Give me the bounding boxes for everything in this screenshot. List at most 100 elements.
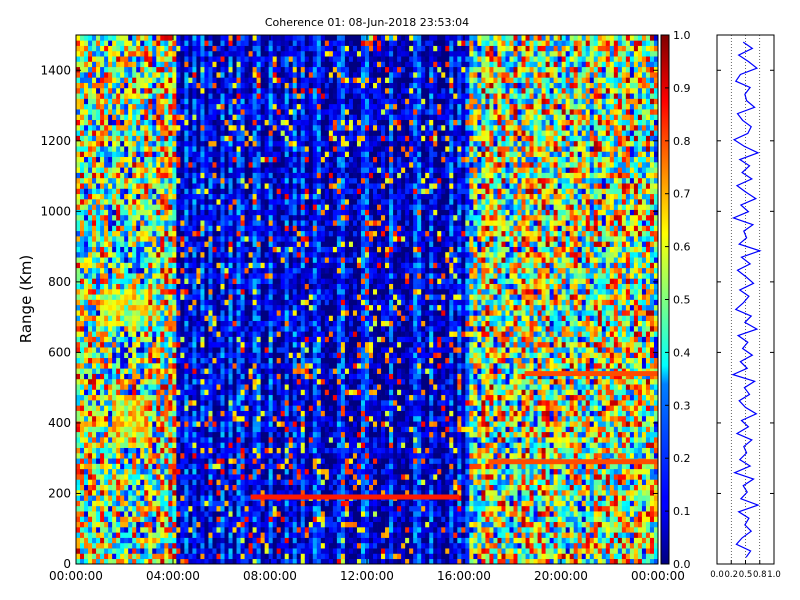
heatmap-cell [136, 236, 141, 242]
heatmap-cell [228, 415, 233, 422]
heatmap-cell [192, 468, 197, 475]
heatmap-cell [228, 130, 233, 136]
heatmap-cell [208, 177, 213, 184]
heatmap-cell [228, 278, 233, 284]
heatmap-cell [216, 241, 221, 247]
heatmap-cell [144, 82, 149, 89]
heatmap-cell [144, 378, 149, 385]
heatmap-cell [260, 299, 265, 306]
heatmap-cell [196, 463, 201, 470]
heatmap-cell [252, 410, 257, 417]
heatmap-cell [136, 288, 141, 295]
heatmap-cell [208, 315, 213, 322]
heatmap-cell [120, 241, 125, 247]
heatmap-cell [76, 262, 81, 269]
heatmap-cell [204, 526, 209, 533]
heatmap-cell [76, 537, 81, 544]
heatmap-cell [80, 214, 85, 221]
heatmap-cell [220, 50, 225, 57]
heatmap-cell [144, 389, 149, 396]
heatmap-cell [156, 394, 161, 401]
heatmap-cell [200, 40, 205, 46]
heatmap-cell [108, 389, 113, 396]
heatmap-cell [112, 516, 117, 523]
heatmap-cell [252, 161, 257, 168]
heatmap-cell [236, 230, 241, 237]
heatmap-cell [268, 124, 274, 131]
heatmap-cell [256, 140, 261, 147]
heatmap-cell [240, 511, 245, 517]
heatmap-cell [136, 378, 141, 385]
heatmap-cell [96, 526, 101, 533]
heatmap-cell [204, 315, 209, 322]
heatmap-cell [256, 500, 261, 507]
heatmap-cell [236, 426, 241, 433]
heatmap-cell [96, 315, 101, 322]
heatmap-cell [216, 489, 221, 496]
heatmap-cell [168, 119, 173, 126]
heatmap-cell [188, 119, 193, 126]
heatmap-cell [120, 357, 125, 364]
heatmap-cell [212, 357, 217, 364]
heatmap-cell [256, 511, 261, 517]
heatmap-cell [168, 135, 173, 142]
heatmap-cell [80, 98, 85, 105]
heatmap-cell [168, 484, 173, 491]
heatmap-cell [96, 241, 101, 247]
heatmap-cell [224, 66, 229, 73]
heatmap-cell [152, 315, 157, 322]
heatmap-cell [252, 310, 257, 316]
heatmap-cell [212, 156, 217, 163]
heatmap-cell [204, 241, 209, 247]
heatmap-cell [168, 72, 173, 78]
heatmap-cell [132, 400, 137, 406]
heatmap-cell [244, 130, 249, 136]
heatmap-cell [240, 357, 245, 364]
heatmap-cell [140, 214, 145, 221]
heatmap-cell [96, 299, 101, 306]
heatmap-cell [104, 198, 109, 205]
heatmap-cell [132, 288, 137, 295]
heatmap-cell [236, 98, 241, 105]
heatmap-cell [160, 183, 165, 189]
heatmap-cell [136, 283, 141, 290]
heatmap-cell [124, 468, 129, 475]
heatmap-cell [88, 484, 93, 491]
heatmap-cell [240, 548, 245, 554]
heatmap-cell [144, 400, 149, 406]
heatmap-cell [132, 479, 137, 485]
heatmap-cell [212, 230, 217, 237]
heatmap-cell [96, 77, 101, 83]
heatmap-cell [248, 35, 253, 41]
heatmap-cell [108, 341, 113, 348]
heatmap-cell [76, 489, 81, 496]
heatmap-cell [88, 236, 93, 242]
heatmap-cell [208, 384, 213, 390]
heatmap-cell [172, 458, 177, 464]
heatmap-cell [112, 532, 117, 538]
heatmap-cell [192, 273, 197, 279]
heatmap-cell [172, 278, 177, 284]
heatmap-cell [172, 103, 177, 110]
heatmap-cell [156, 77, 161, 83]
heatmap-cell [188, 188, 193, 195]
heatmap-cell [188, 405, 193, 411]
heatmap-cell [264, 103, 270, 110]
heatmap-cell [96, 505, 101, 512]
heatmap-cell [108, 415, 113, 422]
heatmap-cell [252, 45, 257, 52]
heatmap-cell [244, 294, 249, 300]
heatmap-cell [128, 526, 133, 533]
heatmap-cell [100, 479, 105, 485]
heatmap-cell [112, 452, 117, 459]
heatmap-cell [204, 331, 209, 337]
heatmap-cell [252, 553, 257, 560]
heatmap-cell [124, 437, 129, 443]
heatmap-cell [212, 362, 217, 369]
heatmap-cell [236, 61, 241, 68]
heatmap-cell [96, 468, 101, 475]
heatmap-cell [136, 516, 141, 523]
heatmap-cell [252, 468, 257, 475]
heatmap-cell [128, 82, 133, 89]
heatmap-cell [200, 437, 205, 443]
